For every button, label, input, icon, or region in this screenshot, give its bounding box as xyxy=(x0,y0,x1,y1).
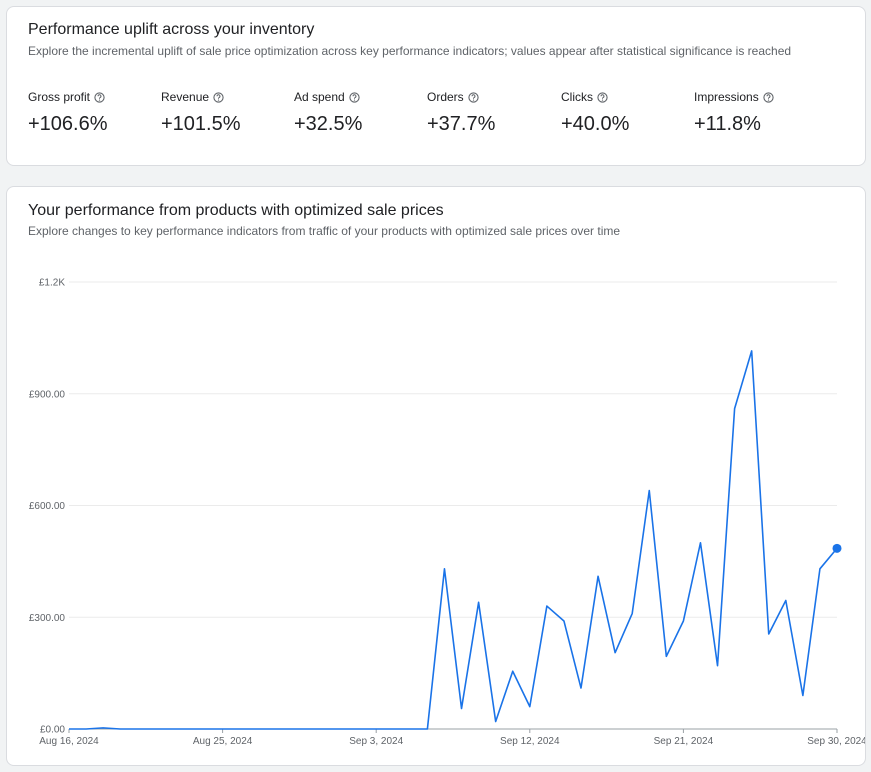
y-tick-label: £300.00 xyxy=(29,613,66,624)
help-circle-icon[interactable] xyxy=(349,91,360,103)
help-circle-icon[interactable] xyxy=(94,91,105,103)
kpi-label-row: Gross profit xyxy=(28,89,140,105)
kpi-label: Clicks xyxy=(561,90,593,104)
performance-line-chart[interactable]: £0.00 £300.00 £600.00 £900.00 £1.2K Aug 16, … xyxy=(7,247,865,765)
kpi-value: +106.6% xyxy=(28,113,108,135)
chart-gridlines xyxy=(69,281,837,730)
y-tick-label: £0.00 xyxy=(40,725,65,736)
x-tick-label: Sep 3, 2024 xyxy=(349,736,403,747)
uplift-title: Performance uplift across your inventory xyxy=(28,21,315,38)
help-circle-icon[interactable] xyxy=(763,91,774,103)
y-axis-labels: £0.00 £300.00 £600.00 £900.00 £1.2K xyxy=(29,278,66,736)
kpi-value: +11.8% xyxy=(694,113,761,135)
performance-title: Your performance from products with opti… xyxy=(28,202,444,219)
kpi-label-row: Clicks xyxy=(561,89,673,105)
kpi-value: +40.0% xyxy=(561,113,630,135)
kpi-label: Impressions xyxy=(694,90,759,104)
performance-card: Your performance from products with opti… xyxy=(6,186,866,766)
y-tick-label: £1.2K xyxy=(39,278,65,289)
x-axis-labels: Aug 16, 2024 Aug 25, 2024 Sep 3, 2024 Sep 1… xyxy=(39,729,865,747)
kpi-revenue[interactable]: Revenue +101.5% xyxy=(140,89,273,165)
kpi-label: Revenue xyxy=(161,90,210,104)
help-circle-icon[interactable] xyxy=(468,91,479,103)
help-circle-icon[interactable] xyxy=(597,91,608,103)
performance-subtitle: Explore changes to key performance indic… xyxy=(28,224,621,238)
x-tick-label: Aug 25, 2024 xyxy=(193,736,253,747)
kpi-label: Ad spend xyxy=(294,90,345,104)
uplift-subtitle: Explore the incremental uplift of sale p… xyxy=(28,44,792,58)
help-circle-icon[interactable] xyxy=(213,91,224,103)
kpi-value: +101.5% xyxy=(161,113,241,135)
kpi-ad-spend[interactable]: Ad spend +32.5% xyxy=(273,89,406,165)
kpi-value: +32.5% xyxy=(294,113,363,135)
kpi-value: +37.7% xyxy=(427,113,496,135)
kpi-label-row: Ad spend xyxy=(294,89,406,105)
kpi-clicks[interactable]: Clicks +40.0% xyxy=(540,89,673,165)
y-tick-label: £900.00 xyxy=(29,389,66,400)
kpi-label-row: Orders xyxy=(427,89,539,105)
kpi-label-row: Impressions xyxy=(694,89,806,105)
kpi-gross-profit[interactable]: Gross profit +106.6% xyxy=(7,89,140,166)
series-line xyxy=(69,350,838,730)
uplift-card: Performance uplift across your inventory… xyxy=(6,6,866,166)
kpi-label-row: Revenue xyxy=(161,89,273,105)
selected-tab-indicator xyxy=(7,165,140,166)
kpi-label: Gross profit xyxy=(28,90,91,104)
x-tick-label: Aug 16, 2024 xyxy=(39,736,99,747)
last-data-point[interactable] xyxy=(832,543,842,553)
kpi-impressions[interactable]: Impressions +11.8% xyxy=(673,89,806,165)
x-tick-label: Sep 12, 2024 xyxy=(500,736,560,747)
x-tick-label: Sep 30, 2024 xyxy=(807,736,865,747)
x-tick-label: Sep 21, 2024 xyxy=(654,736,714,747)
kpi-label: Orders xyxy=(427,90,464,104)
y-tick-label: £600.00 xyxy=(29,501,66,512)
kpi-orders[interactable]: Orders +37.7% xyxy=(406,89,539,165)
